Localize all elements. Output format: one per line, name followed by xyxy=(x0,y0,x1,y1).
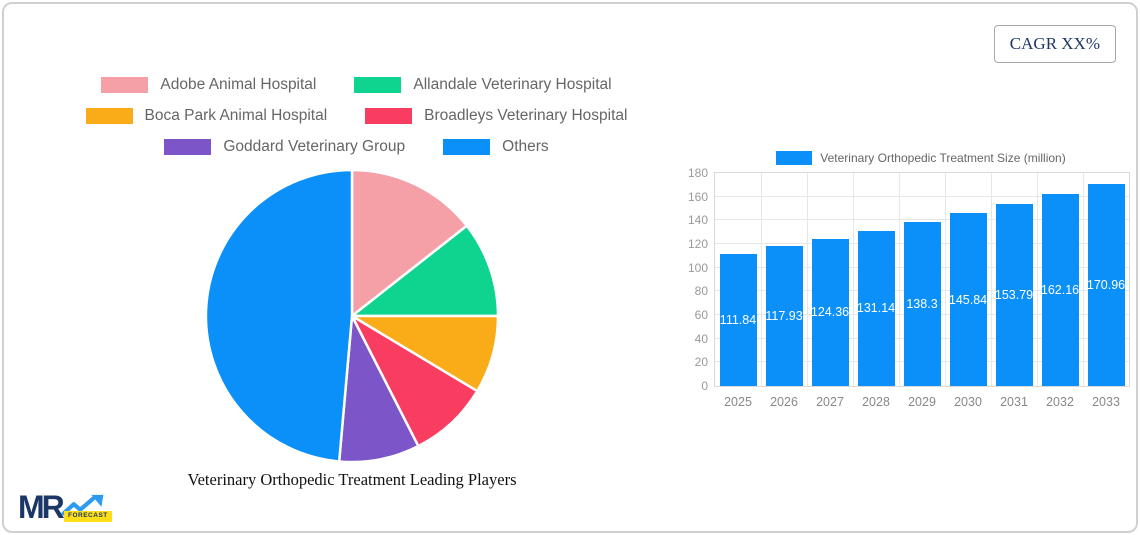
y-axis-tick: 20 xyxy=(694,355,708,370)
x-axis-tick: 2030 xyxy=(954,395,982,409)
bar-value-label: 138.3 xyxy=(906,297,938,312)
bar-value-label: 117.93 xyxy=(765,309,803,324)
pie-slice-allandale-veterinary-hospital[interactable] xyxy=(350,224,500,318)
pie-legend-item[interactable]: Adobe Animal Hospital xyxy=(101,76,316,94)
gridline-vertical xyxy=(1083,173,1084,386)
bar-legend-swatch xyxy=(776,151,813,165)
legend-color-swatch xyxy=(164,139,212,155)
bar-value-label: 131.14 xyxy=(856,301,896,316)
bar-value-label: 145.84 xyxy=(948,292,988,307)
y-axis-tick: 180 xyxy=(687,166,708,180)
bar-2032[interactable]: 162.16 xyxy=(1040,194,1080,386)
x-axis-tick: 2029 xyxy=(908,395,936,409)
bar-plot-area: 0 20 40 60 80 100 120 140 160 180 111.84 2025 117.93… xyxy=(688,166,1130,409)
legend-label: Adobe Animal Hospital xyxy=(160,76,317,93)
bar-legend-label: Veterinary Orthopedic Treatment Size (mi… xyxy=(820,151,1066,165)
gridline-vertical xyxy=(991,173,992,386)
y-axis-tick: 120 xyxy=(687,237,708,252)
x-axis-tick: 2028 xyxy=(862,395,890,409)
x-axis-tick: 2031 xyxy=(1000,395,1028,409)
legend-color-swatch xyxy=(354,77,402,93)
legend-label: Broadleys Veterinary Hospital xyxy=(424,107,628,124)
bar-2029[interactable]: 138.3 xyxy=(903,222,941,386)
pie-slice-broadleys-veterinary-hospital[interactable] xyxy=(350,314,479,448)
x-axis-tick: 2025 xyxy=(724,395,752,409)
x-axis-tick: 2027 xyxy=(816,395,844,409)
gridline-vertical xyxy=(807,173,808,386)
gridline-horizontal xyxy=(715,219,1129,221)
pie-legend: Adobe Animal Hospital Allandale Veterinar… xyxy=(44,76,669,169)
pie-legend-item[interactable]: Boca Park Animal Hospital xyxy=(85,107,328,125)
logo-forecast-text: FORECAST xyxy=(64,511,112,522)
gridline-vertical xyxy=(899,173,900,386)
pie-legend-item[interactable]: Goddard Veterinary Group xyxy=(164,138,405,156)
mrforecast-logo: MR FORECAST xyxy=(18,489,114,528)
trend-arrow-icon xyxy=(61,494,104,516)
pie-legend-row: Goddard Veterinary Group Others xyxy=(44,138,669,156)
x-axis-tick: 2032 xyxy=(1046,395,1074,409)
legend-color-swatch xyxy=(443,139,491,155)
pie-legend-item[interactable]: Others xyxy=(443,138,549,156)
legend-label: Others xyxy=(502,138,549,155)
legend-color-swatch xyxy=(365,108,413,124)
pie-legend-row: Boca Park Animal Hospital Broadleys Veter… xyxy=(44,107,669,125)
legend-color-swatch xyxy=(85,108,133,124)
pie-legend-row: Adobe Animal Hospital Allandale Veterinar… xyxy=(44,76,669,94)
bar-value-label: 124.36 xyxy=(810,305,850,320)
x-axis-tick: 2033 xyxy=(1092,395,1120,409)
legend-label: Goddard Veterinary Group xyxy=(223,138,406,155)
bar-2026[interactable]: 117.93 xyxy=(765,246,803,386)
pie-chart xyxy=(202,166,502,466)
legend-label: Allandale Veterinary Hospital xyxy=(413,76,612,93)
y-axis-tick: 40 xyxy=(694,331,708,346)
bar-value-label: 162.16 xyxy=(1040,283,1080,298)
bar-legend[interactable]: Veterinary Orthopedic Treatment Size (mi… xyxy=(714,151,1128,165)
bar-value-label: 153.79 xyxy=(994,288,1034,302)
y-axis-tick: 0 xyxy=(701,379,708,393)
pie-slice-others[interactable] xyxy=(204,168,354,463)
bar-value-label: 111.84 xyxy=(719,312,757,327)
logo-mr-text: MR xyxy=(18,489,65,525)
pie-svg xyxy=(204,168,500,464)
gridline-horizontal xyxy=(715,195,1129,197)
pie-slice-adobe-animal-hospital[interactable] xyxy=(350,168,469,318)
bar-chart: Veterinary Orthopedic Treatment Size (mi… xyxy=(684,144,1132,414)
gridline-vertical xyxy=(853,173,854,386)
legend-label: Boca Park Animal Hospital xyxy=(144,107,328,124)
y-axis-tick: 60 xyxy=(694,308,708,323)
pie-chart-title: Veterinary Orthopedic Treatment Leading … xyxy=(187,470,517,489)
y-axis-tick: 100 xyxy=(687,260,708,275)
pie-legend-item[interactable]: Broadleys Veterinary Hospital xyxy=(365,107,627,125)
gridline-vertical xyxy=(761,173,762,386)
bar-2030[interactable]: 145.84 xyxy=(948,213,988,386)
x-axis-tick: 2026 xyxy=(770,395,798,409)
y-axis-tick: 140 xyxy=(687,213,708,228)
y-axis-tick: 160 xyxy=(687,189,708,204)
y-axis-tick: 80 xyxy=(694,284,708,299)
bar-2028[interactable]: 131.14 xyxy=(856,230,896,386)
cagr-badge: CAGR XX% xyxy=(993,25,1116,63)
gridline-vertical xyxy=(1037,173,1038,386)
bar-value-label: 170.96 xyxy=(1086,277,1126,292)
legend-color-swatch xyxy=(101,77,149,93)
pie-legend-item[interactable]: Allandale Veterinary Hospital xyxy=(354,76,612,94)
pie-slice-goddard-veterinary-group[interactable] xyxy=(337,314,420,464)
bar-2027[interactable]: 124.36 xyxy=(810,238,850,386)
gridline-vertical xyxy=(945,173,946,386)
bar-2031[interactable]: 153.79 xyxy=(994,204,1034,386)
bar-2033[interactable]: 170.96 xyxy=(1086,183,1126,386)
bar-2025[interactable]: 111.84 xyxy=(719,253,757,386)
